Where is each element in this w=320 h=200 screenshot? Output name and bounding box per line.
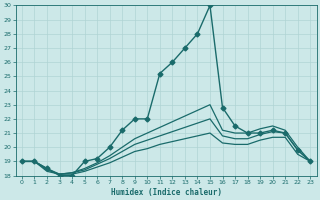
X-axis label: Humidex (Indice chaleur): Humidex (Indice chaleur) [111, 188, 221, 197]
